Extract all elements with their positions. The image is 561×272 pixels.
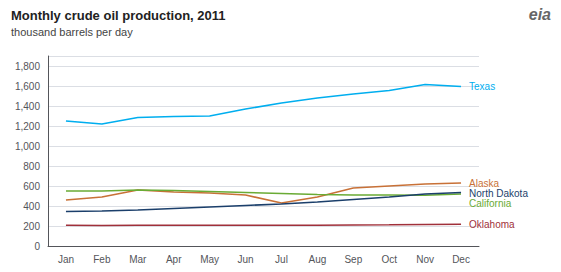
svg-text:thousand barrels per day: thousand barrels per day	[11, 26, 133, 38]
svg-text:California: California	[469, 198, 512, 209]
svg-text:0: 0	[34, 241, 40, 252]
svg-text:Jul: Jul	[275, 254, 288, 265]
svg-text:Nov: Nov	[416, 254, 434, 265]
svg-text:1,000: 1,000	[15, 141, 40, 152]
svg-text:1,600: 1,600	[15, 81, 40, 92]
svg-text:Apr: Apr	[166, 254, 182, 265]
svg-text:Dec: Dec	[452, 254, 470, 265]
svg-text:Jan: Jan	[58, 254, 74, 265]
svg-text:Monthly crude oil production,: Monthly crude oil production, 2011	[11, 8, 226, 23]
svg-text:Mar: Mar	[129, 254, 147, 265]
svg-text:Jun: Jun	[237, 254, 253, 265]
svg-text:1,800: 1,800	[15, 61, 40, 72]
svg-text:Texas: Texas	[469, 81, 495, 92]
svg-text:200: 200	[23, 221, 40, 232]
svg-text:May: May	[200, 254, 219, 265]
svg-text:800: 800	[23, 161, 40, 172]
svg-text:Aug: Aug	[308, 254, 326, 265]
svg-text:Sep: Sep	[344, 254, 362, 265]
svg-text:Alaska: Alaska	[469, 177, 500, 189]
svg-text:1,400: 1,400	[15, 101, 40, 112]
svg-text:Feb: Feb	[93, 254, 111, 265]
svg-text:Oct: Oct	[381, 254, 397, 265]
svg-text:600: 600	[23, 181, 40, 192]
svg-text:North Dakota: North Dakota	[469, 188, 528, 199]
svg-text:1,200: 1,200	[15, 121, 40, 132]
svg-text:eia: eia	[529, 6, 551, 23]
svg-text:400: 400	[23, 201, 40, 212]
svg-text:Oklahoma: Oklahoma	[469, 219, 515, 230]
